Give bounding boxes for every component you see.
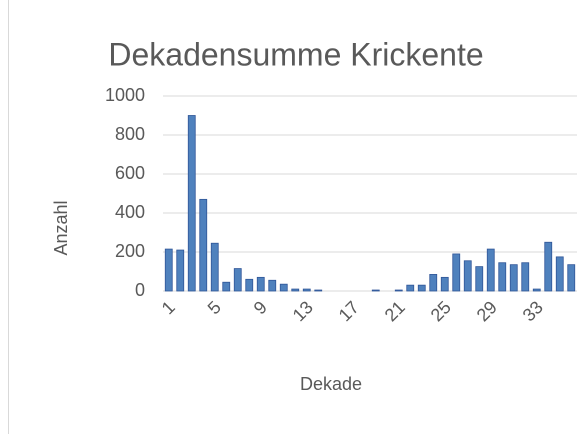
bar xyxy=(245,278,254,292)
bar xyxy=(463,260,472,292)
bar xyxy=(164,248,173,292)
bar xyxy=(452,253,461,292)
x-tick-label: 29 xyxy=(473,297,501,325)
chart-title: Dekadensumme Krickente xyxy=(108,36,483,72)
bar xyxy=(279,283,288,292)
bar xyxy=(314,289,323,292)
bar xyxy=(210,242,219,292)
bar xyxy=(268,279,277,292)
x-tick-label: 33 xyxy=(519,297,547,325)
bar xyxy=(498,262,507,292)
bar xyxy=(291,288,300,292)
x-tick-label: 17 xyxy=(335,297,363,325)
bar xyxy=(475,266,484,292)
bar xyxy=(302,288,311,292)
bar xyxy=(256,276,265,292)
bar xyxy=(521,262,530,292)
y-tick-label: 800 xyxy=(115,124,145,144)
x-tick-label: 13 xyxy=(289,297,317,325)
y-tick-label: 200 xyxy=(115,241,145,261)
bar xyxy=(532,288,541,292)
x-tick-label: 25 xyxy=(427,297,455,325)
bar xyxy=(222,281,231,292)
bar xyxy=(509,264,518,292)
y-tick-label: 1000 xyxy=(105,85,145,105)
y-tick-label: 600 xyxy=(115,163,145,183)
x-axis-title: Dekade xyxy=(300,374,362,394)
y-tick-label: 0 xyxy=(135,280,145,300)
y-tick-label: 400 xyxy=(115,202,145,222)
bar xyxy=(544,241,553,292)
bar xyxy=(417,284,426,292)
bar xyxy=(429,274,438,292)
bar xyxy=(187,115,196,292)
bar xyxy=(406,284,415,292)
bar xyxy=(567,264,576,292)
x-tick-label: 21 xyxy=(381,297,409,325)
bar xyxy=(199,198,208,292)
y-axis-title: Anzahl xyxy=(51,200,71,255)
x-tick-label: 1 xyxy=(158,297,179,318)
bar xyxy=(176,249,185,292)
bar xyxy=(486,248,495,292)
bar xyxy=(555,256,564,292)
x-tick-label: 5 xyxy=(204,297,225,318)
bar xyxy=(440,276,449,292)
x-tick-label: 9 xyxy=(250,297,271,318)
bar xyxy=(233,268,242,292)
bar xyxy=(371,289,380,292)
bar xyxy=(394,289,403,292)
